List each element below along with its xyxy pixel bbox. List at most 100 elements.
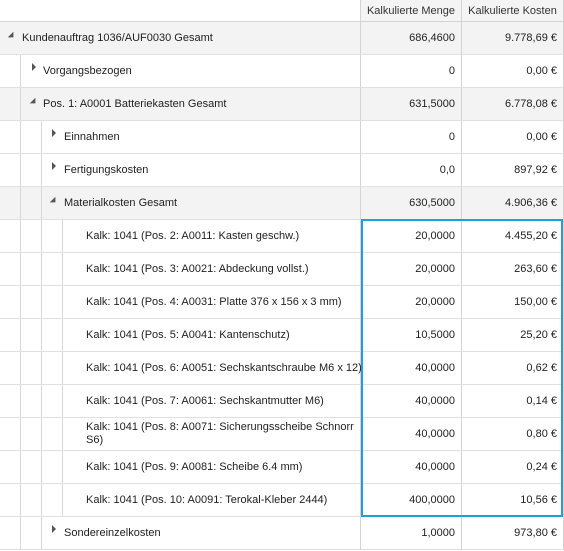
row-label: Kalk: 1041 (Pos. 8: A0071: Sicherungssch… — [86, 421, 354, 446]
column-header-menge[interactable]: Kalkulierte Menge — [361, 0, 462, 22]
collapsed-arrow-icon[interactable] — [52, 129, 56, 137]
indent-guide — [62, 451, 63, 483]
indent-guide — [20, 517, 21, 549]
menge-cell: 40,0000 — [361, 451, 462, 484]
tree-row-kalk-pos2[interactable]: Kalk: 1041 (Pos. 2: A0011: Kasten geschw… — [0, 220, 564, 253]
kosten-cell: 0,00 € — [462, 121, 564, 154]
row-label: Kalk: 1041 (Pos. 7: A0061: Sechskantmutt… — [86, 395, 324, 407]
indent-guide — [20, 253, 21, 285]
indent-guide — [62, 286, 63, 318]
tree-row-kalk-pos5[interactable]: Kalk: 1041 (Pos. 5: A0041: Kantenschutz)… — [0, 319, 564, 352]
tree-cell: Kundenauftrag 1036/AUF0030 Gesamt — [0, 22, 361, 55]
row-label: Einnahmen — [64, 131, 120, 143]
indent-guide — [41, 220, 42, 252]
tree-row-einnahmen[interactable]: Einnahmen 0 0,00 € — [0, 121, 564, 154]
kosten-cell: 150,00 € — [462, 286, 564, 319]
tree-cell: Kalk: 1041 (Pos. 4: A0031: Platte 376 x … — [0, 286, 361, 319]
indent-guide — [41, 154, 42, 186]
row-label: Pos. 1: A0001 Batteriekasten Gesamt — [43, 98, 227, 110]
indent-guide — [41, 418, 42, 450]
tree-row-kalk-pos3[interactable]: Kalk: 1041 (Pos. 3: A0021: Abdeckung vol… — [0, 253, 564, 286]
indent-guide — [20, 319, 21, 351]
collapsed-arrow-icon[interactable] — [52, 162, 56, 170]
indent-guide — [20, 385, 21, 417]
expanded-arrow-icon[interactable] — [7, 31, 17, 41]
tree-cell: Kalk: 1041 (Pos. 5: A0041: Kantenschutz) — [0, 319, 361, 352]
indent-guide — [20, 187, 21, 219]
tree-cell: Fertigungskosten — [0, 154, 361, 187]
tree-row-kalk-pos10[interactable]: Kalk: 1041 (Pos. 10: A0091: Terokal-Kleb… — [0, 484, 564, 517]
indent-guide — [20, 55, 21, 87]
tree-cell: Kalk: 1041 (Pos. 2: A0011: Kasten geschw… — [0, 220, 361, 253]
expanded-arrow-icon[interactable] — [49, 196, 59, 206]
tree-row-pos1[interactable]: Pos. 1: A0001 Batteriekasten Gesamt 631,… — [0, 88, 564, 121]
indent-guide — [41, 319, 42, 351]
kosten-cell: 4.455,20 € — [462, 220, 564, 253]
menge-cell: 40,0000 — [361, 385, 462, 418]
collapsed-arrow-icon[interactable] — [32, 63, 36, 71]
kosten-cell: 0,24 € — [462, 451, 564, 484]
menge-cell: 20,0000 — [361, 220, 462, 253]
row-label: Kalk: 1041 (Pos. 10: A0091: Terokal-Kleb… — [86, 494, 328, 506]
row-label: Fertigungskosten — [64, 164, 149, 176]
tree-row-kalk-pos8[interactable]: Kalk: 1041 (Pos. 8: A0071: Sicherungssch… — [0, 418, 564, 451]
indent-guide — [62, 352, 63, 384]
indent-guide — [41, 517, 42, 549]
expanded-arrow-icon[interactable] — [29, 97, 39, 107]
column-header-kosten[interactable]: Kalkulierte Kosten — [462, 0, 564, 22]
row-label: Kalk: 1041 (Pos. 3: A0021: Abdeckung vol… — [86, 263, 309, 275]
tree-row-kalk-pos6[interactable]: Kalk: 1041 (Pos. 6: A0051: Sechskantschr… — [0, 352, 564, 385]
kosten-cell: 6.778,08 € — [462, 88, 564, 121]
menge-cell: 20,0000 — [361, 286, 462, 319]
indent-guide — [41, 385, 42, 417]
indent-guide — [20, 484, 21, 516]
tree-cell: Kalk: 1041 (Pos. 10: A0091: Terokal-Kleb… — [0, 484, 361, 517]
indent-guide — [62, 484, 63, 516]
tree-row-sondereinzelkosten[interactable]: Sondereinzelkosten 1,0000 973,80 € — [0, 517, 564, 550]
indent-guide — [41, 253, 42, 285]
menge-cell: 630,5000 — [361, 187, 462, 220]
tree-row-kalk-pos4[interactable]: Kalk: 1041 (Pos. 4: A0031: Platte 376 x … — [0, 286, 564, 319]
tree-cell: Pos. 1: A0001 Batteriekasten Gesamt — [0, 88, 361, 121]
row-label: Kalk: 1041 (Pos. 2: A0011: Kasten geschw… — [86, 230, 300, 242]
tree-cell: Einnahmen — [0, 121, 361, 154]
tree-row-vorgangsbezogen[interactable]: Vorgangsbezogen 0 0,00 € — [0, 55, 564, 88]
kosten-cell: 0,62 € — [462, 352, 564, 385]
tree-column-header — [0, 0, 361, 22]
collapsed-arrow-icon[interactable] — [52, 525, 56, 533]
menge-cell: 400,0000 — [361, 484, 462, 517]
tree-cell: Materialkosten Gesamt — [0, 187, 361, 220]
indent-guide — [20, 451, 21, 483]
tree-row-kalk-pos9[interactable]: Kalk: 1041 (Pos. 9: A0081: Scheibe 6.4 m… — [0, 451, 564, 484]
kosten-cell: 0,14 € — [462, 385, 564, 418]
tree-row-kundenauftrag[interactable]: Kundenauftrag 1036/AUF0030 Gesamt 686,46… — [0, 22, 564, 55]
row-label: Vorgangsbezogen — [43, 65, 132, 77]
indent-guide — [41, 451, 42, 483]
row-label: Kalk: 1041 (Pos. 6: A0051: Sechskantschr… — [86, 362, 362, 374]
indent-guide — [20, 418, 21, 450]
menge-cell: 40,0000 — [361, 418, 462, 451]
indent-guide — [62, 319, 63, 351]
indent-guide — [62, 385, 63, 417]
menge-cell: 40,0000 — [361, 352, 462, 385]
kosten-cell: 4.906,36 € — [462, 187, 564, 220]
menge-cell: 1,0000 — [361, 517, 462, 550]
tree-cell: Kalk: 1041 (Pos. 7: A0061: Sechskantmutt… — [0, 385, 361, 418]
menge-cell: 0 — [361, 55, 462, 88]
indent-guide — [20, 286, 21, 318]
menge-cell: 0 — [361, 121, 462, 154]
menge-cell: 0,0 — [361, 154, 462, 187]
kosten-cell: 0,00 € — [462, 55, 564, 88]
menge-cell: 20,0000 — [361, 253, 462, 286]
kosten-cell: 973,80 € — [462, 517, 564, 550]
tree-row-materialkosten[interactable]: Materialkosten Gesamt 630,5000 4.906,36 … — [0, 187, 564, 220]
tree-row-fertigungskosten[interactable]: Fertigungskosten 0,0 897,92 € — [0, 154, 564, 187]
indent-guide — [41, 187, 42, 219]
kosten-cell: 0,80 € — [462, 418, 564, 451]
tree-row-kalk-pos7[interactable]: Kalk: 1041 (Pos. 7: A0061: Sechskantmutt… — [0, 385, 564, 418]
kosten-cell: 10,56 € — [462, 484, 564, 517]
kosten-cell: 897,92 € — [462, 154, 564, 187]
indent-guide — [20, 154, 21, 186]
row-label: Kalk: 1041 (Pos. 4: A0031: Platte 376 x … — [86, 296, 342, 308]
row-label: Materialkosten Gesamt — [64, 197, 178, 209]
